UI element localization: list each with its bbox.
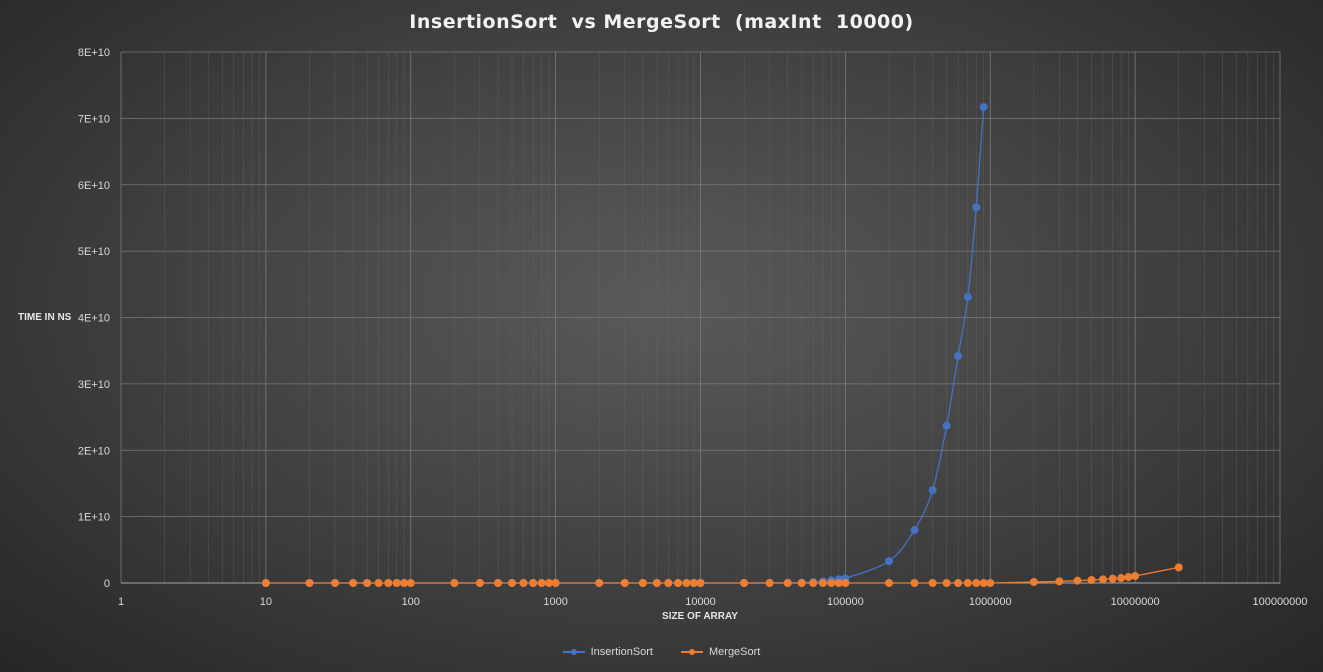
y-axis-label: TIME IN NS xyxy=(18,312,72,323)
data-point-mergesort xyxy=(620,579,629,587)
data-point-mergesort xyxy=(963,579,972,587)
legend-label-mergesort: MergeSort xyxy=(709,646,761,658)
data-point-mergesort xyxy=(942,579,951,587)
legend-item-insertionsort: InsertionSort xyxy=(562,646,653,658)
data-point-mergesort xyxy=(374,579,383,587)
data-point-mergesort xyxy=(910,579,919,587)
data-point-mergesort xyxy=(508,579,517,587)
data-point-mergesort xyxy=(841,579,850,587)
x-tick-label: 100 xyxy=(402,596,420,608)
data-point-mergesort xyxy=(537,579,546,587)
data-point-mergesort xyxy=(818,579,827,587)
data-point-mergesort xyxy=(797,579,806,587)
data-point-mergesort xyxy=(740,579,749,587)
data-point-mergesort xyxy=(1087,576,1096,585)
data-point-mergesort xyxy=(696,579,705,587)
data-point-mergesort xyxy=(834,579,843,587)
data-point-mergesort xyxy=(664,579,673,587)
series-line-mergesort xyxy=(265,566,1179,584)
y-tick-label: 1E+10 xyxy=(78,512,110,524)
y-tick-label: 4E+10 xyxy=(78,313,110,325)
x-tick-label: 1 xyxy=(118,596,124,608)
data-point-mergesort xyxy=(261,579,270,587)
data-point-mergesort xyxy=(986,579,995,587)
x-tick-label: 10000 xyxy=(685,596,716,608)
data-point-mergesort xyxy=(406,579,415,587)
data-point-mergesort xyxy=(384,579,393,587)
legend-swatch-mergesort xyxy=(681,647,703,657)
data-point-mergesort xyxy=(1098,575,1107,584)
legend-swatch-insertionsort xyxy=(562,647,585,657)
x-axis-label: SIZE OF ARRAY xyxy=(662,611,738,622)
major-gridlines xyxy=(120,51,1281,584)
data-point-mergesort xyxy=(809,579,818,587)
data-point-mergesort xyxy=(972,579,981,587)
chart-legend: InsertionSort MergeSort xyxy=(0,646,1323,658)
data-point-mergesort xyxy=(765,579,774,587)
x-tick-label: 1000 xyxy=(543,596,567,608)
data-point-mergesort xyxy=(1117,574,1126,583)
data-point-mergesort xyxy=(305,579,314,587)
data-point-insertionsort xyxy=(979,103,988,112)
data-point-mergesort xyxy=(1073,576,1082,585)
data-point-mergesort xyxy=(652,579,661,587)
y-tick-label: 8E+10 xyxy=(78,47,110,59)
data-point-insertionsort xyxy=(963,292,972,301)
data-point-mergesort xyxy=(979,579,988,587)
x-tick-label: 1000000 xyxy=(969,596,1012,608)
data-point-insertionsort xyxy=(910,525,919,534)
data-point-mergesort xyxy=(475,579,484,587)
data-point-mergesort xyxy=(544,579,553,587)
y-tick-label: 0 xyxy=(104,578,110,590)
data-point-mergesort xyxy=(392,579,401,587)
data-point-insertionsort xyxy=(954,351,963,360)
x-tick-label: 100000000 xyxy=(1252,596,1307,608)
y-tick-label: 5E+10 xyxy=(78,246,110,258)
tick-labels: 1 10 100 1000 10000 100000 1000000 10000000 1000… xyxy=(78,47,1308,608)
data-point-mergesort xyxy=(551,579,560,587)
legend-item-mergesort: MergeSort xyxy=(681,646,760,658)
y-tick-label: 6E+10 xyxy=(78,180,110,192)
data-point-mergesort xyxy=(493,579,502,587)
series-lines xyxy=(265,107,1179,584)
data-point-mergesort xyxy=(928,579,937,587)
data-point-insertionsort xyxy=(884,557,893,566)
data-point-mergesort xyxy=(363,579,372,587)
data-point-mergesort xyxy=(529,579,538,587)
data-point-mergesort xyxy=(884,579,893,587)
data-point-mergesort xyxy=(783,579,792,587)
data-point-mergesort xyxy=(674,579,683,587)
series-points xyxy=(261,103,1183,587)
x-tick-label: 100000 xyxy=(827,596,864,608)
y-tick-label: 7E+10 xyxy=(78,113,110,125)
data-point-mergesort xyxy=(954,579,963,587)
chart-title: InsertionSort vs MergeSort (maxInt 10000… xyxy=(409,11,914,33)
data-point-mergesort xyxy=(1108,574,1117,583)
data-point-mergesort xyxy=(1174,563,1183,572)
data-point-insertionsort xyxy=(928,486,937,495)
data-point-mergesort xyxy=(1124,573,1133,582)
x-tick-label: 10 xyxy=(260,596,272,608)
data-point-mergesort xyxy=(1131,572,1140,581)
data-point-insertionsort xyxy=(942,421,951,430)
data-point-mergesort xyxy=(1029,578,1038,587)
data-point-insertionsort xyxy=(972,203,981,212)
data-point-mergesort xyxy=(519,579,528,587)
x-tick-label: 10000000 xyxy=(1111,596,1160,608)
data-point-mergesort xyxy=(349,579,358,587)
y-tick-label: 2E+10 xyxy=(78,445,110,457)
y-tick-label: 3E+10 xyxy=(78,379,110,391)
data-point-mergesort xyxy=(450,579,459,587)
data-point-mergesort xyxy=(689,579,698,587)
data-point-mergesort xyxy=(330,579,339,587)
legend-label-insertionsort: InsertionSort xyxy=(590,646,653,658)
data-point-mergesort xyxy=(400,579,409,587)
data-point-mergesort xyxy=(1055,577,1064,586)
data-point-mergesort xyxy=(638,579,647,587)
data-point-mergesort xyxy=(827,579,836,587)
data-point-mergesort xyxy=(682,579,691,587)
data-point-mergesort xyxy=(595,579,604,587)
